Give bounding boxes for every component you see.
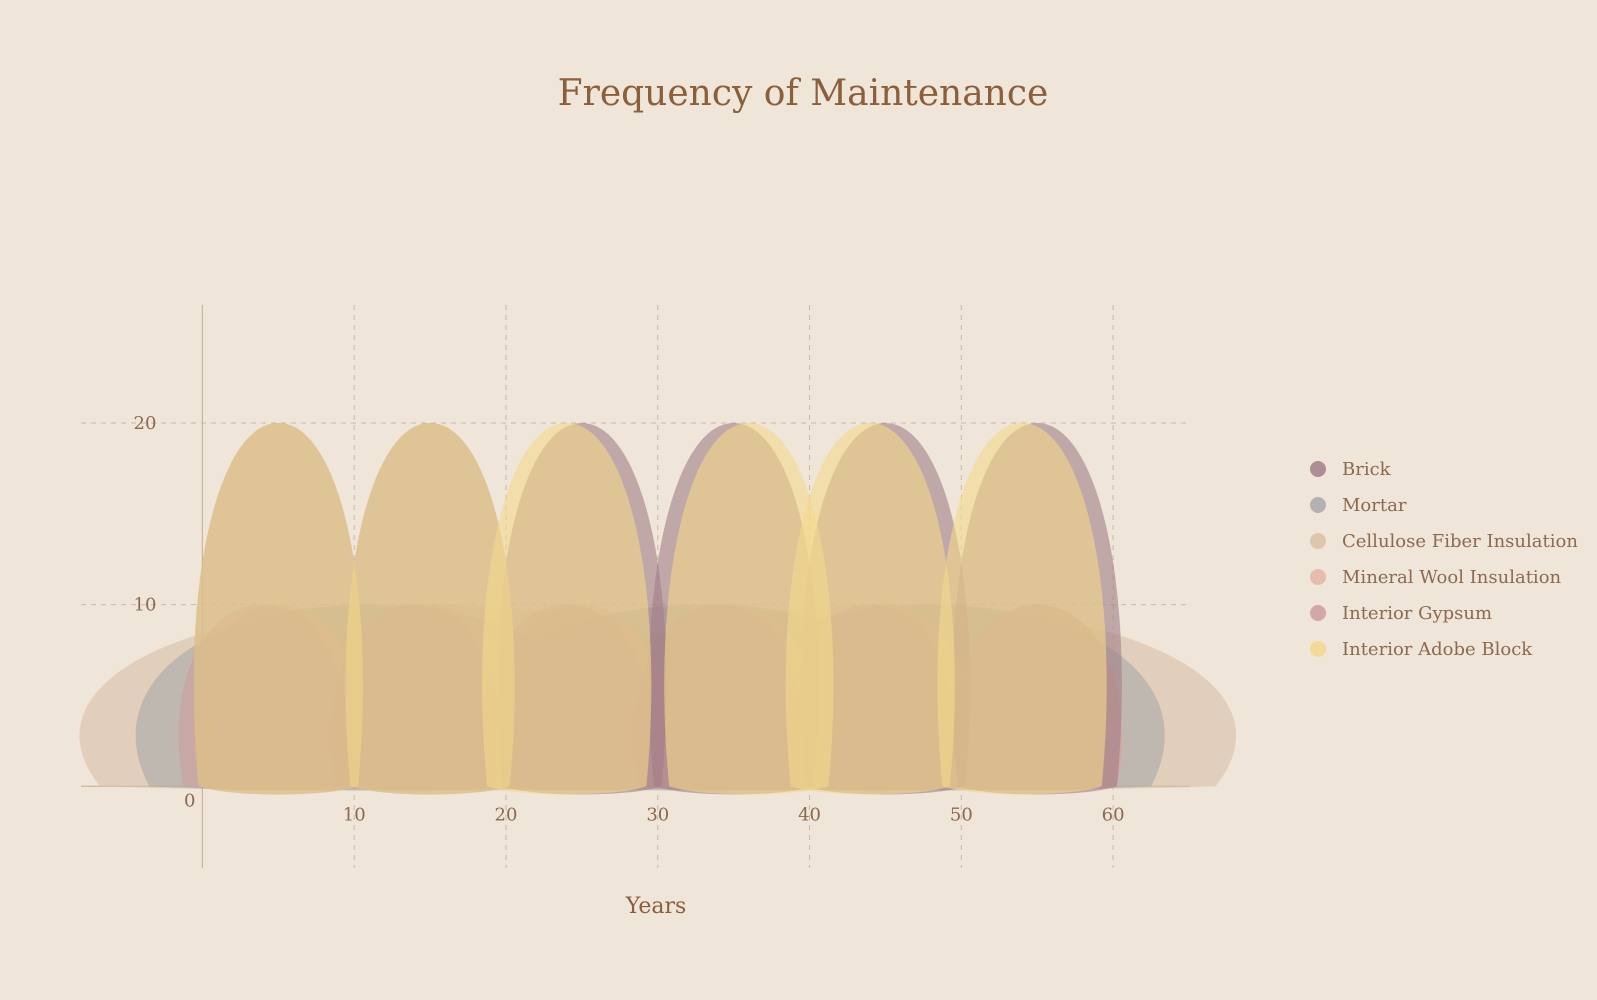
legend-marker (1310, 461, 1326, 477)
legend-item[interactable]: Mineral Wool Insulation (1310, 567, 1562, 588)
legend-item[interactable]: Mortar (1310, 495, 1407, 516)
area-mark[interactable] (785, 423, 955, 795)
x-tick-label: 60 (1102, 804, 1125, 825)
legend-marker (1310, 569, 1326, 585)
legend-label: Brick (1342, 459, 1392, 480)
legend-item[interactable]: Brick (1310, 459, 1392, 480)
legend-marker (1310, 533, 1326, 549)
x-tick-label: 50 (950, 804, 973, 825)
legend-label: Mortar (1342, 495, 1407, 516)
x-tick-label: 10 (343, 804, 366, 825)
legend-label: Cellulose Fiber Insulation (1342, 531, 1578, 552)
legend-label: Mineral Wool Insulation (1342, 567, 1562, 588)
area-mark[interactable] (937, 423, 1107, 795)
y-tick-label: 10 (134, 595, 157, 616)
x-tick-label: 20 (495, 804, 518, 825)
area-mark[interactable] (482, 423, 652, 795)
legend-label: Interior Gypsum (1342, 603, 1492, 624)
legend-label: Interior Adobe Block (1342, 639, 1533, 660)
chart-title: Frequency of Maintenance (558, 73, 1049, 114)
area-mark[interactable] (193, 423, 363, 795)
x-tick-label: 30 (646, 804, 669, 825)
plot-area (79, 423, 1237, 795)
legend-item[interactable]: Interior Adobe Block (1310, 639, 1533, 660)
legend-marker (1310, 605, 1326, 621)
x-axis-label: Years (625, 894, 687, 919)
legend[interactable]: Brick Mortar Cellulose Fiber Insulation Min… (1310, 459, 1578, 660)
series-interior-adobe-block[interactable] (193, 423, 1107, 795)
y-tick-label: 20 (134, 413, 157, 434)
legend-marker (1310, 641, 1326, 657)
tick-labels: 10 20 30 40 50 60 0 10 20 (134, 413, 1125, 825)
x-tick-label: 40 (798, 804, 821, 825)
legend-item[interactable]: Cellulose Fiber Insulation (1310, 531, 1578, 552)
y-tick-label: 0 (184, 790, 195, 811)
legend-item[interactable]: Interior Gypsum (1310, 603, 1492, 624)
legend-marker (1310, 497, 1326, 513)
area-mark[interactable] (345, 423, 515, 795)
